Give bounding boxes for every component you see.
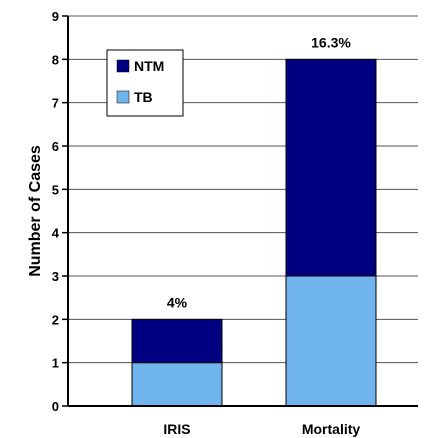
legend-swatch-ntm (116, 59, 130, 73)
y-tick-label: 4 (52, 226, 60, 241)
y-tick-label: 7 (52, 96, 59, 111)
category-label-iris: IRIS (163, 421, 190, 437)
legend-swatch-tb (116, 90, 130, 104)
y-tick-labels: 0 1 2 3 4 5 6 7 8 9 (52, 9, 60, 414)
legend-label-ntm: NTM (134, 58, 164, 74)
bar-segment-ntm-iris (131, 318, 223, 364)
y-tick-label: 1 (52, 356, 59, 371)
category-labels: IRIS Mortality (163, 421, 360, 437)
bar-segment-ntm-mortality (285, 58, 377, 277)
data-label-iris: 4% (167, 294, 188, 310)
axes (67, 16, 418, 407)
bar-segment-tb-iris (131, 362, 223, 407)
y-axis-label: Number of Cases (27, 145, 44, 277)
bars (131, 58, 377, 407)
y-tick-label: 9 (52, 9, 59, 24)
category-label-mortality: Mortality (302, 421, 361, 437)
legend: NTM TB (106, 49, 184, 117)
bar-segment-tb-mortality (285, 275, 377, 407)
y-tick-label: 8 (52, 52, 59, 67)
y-tick-label: 2 (52, 312, 59, 327)
legend-label-tb: TB (134, 89, 153, 105)
y-tick-label: 6 (52, 139, 59, 154)
y-tick-label: 5 (52, 182, 59, 197)
y-tick-label: 0 (52, 399, 59, 414)
data-label-mortality: 16.3% (311, 34, 351, 50)
data-labels: 4% 16.3% (167, 34, 352, 310)
y-tick-label: 3 (52, 269, 59, 284)
